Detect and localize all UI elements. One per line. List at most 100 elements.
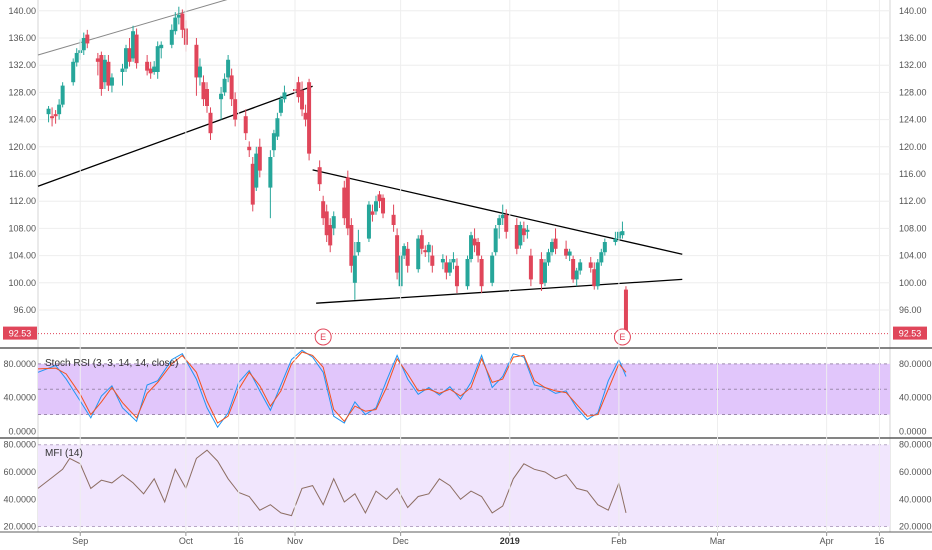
stoch-rsi-title: Stoch RSI (3, 3, 14, 14, close) <box>45 358 178 369</box>
time-tick-label: Oct <box>179 536 194 546</box>
candle-down <box>99 55 104 89</box>
candle-up <box>373 201 378 212</box>
candle-down <box>250 163 255 205</box>
candle-down <box>247 146 252 151</box>
candle-down <box>472 238 477 246</box>
mfi-tick-label-right: 40.0000 <box>899 494 932 504</box>
candle-down <box>85 34 90 44</box>
mfi-band <box>38 444 890 527</box>
candle-up <box>57 104 62 115</box>
candle-down <box>370 211 375 215</box>
stoch-rsi-pane: 80.0000 80.0000 40.0000 40.0000 0.0000 0.0000 <box>3 349 932 436</box>
candle-up <box>447 262 452 273</box>
candle-down <box>553 238 558 249</box>
candle-up <box>71 61 76 83</box>
candle-up <box>176 14 181 18</box>
candle-up <box>599 252 604 263</box>
candle-up <box>426 244 431 253</box>
earnings-marker-label: E <box>320 332 326 342</box>
candle-up <box>366 204 371 239</box>
stoch-series-k <box>37 349 627 429</box>
candle-up <box>268 157 273 188</box>
price-tick-label-left: 100.00 <box>8 278 36 288</box>
candle-up <box>416 238 421 270</box>
price-tick-label-left: 140.00 <box>8 6 36 16</box>
candle-down <box>321 201 326 219</box>
candle-down <box>134 34 139 64</box>
candle-up <box>469 235 474 259</box>
candle-down <box>564 248 569 256</box>
price-tick-label-left: 124.00 <box>8 115 36 125</box>
candle-down <box>300 90 305 110</box>
candle-up <box>602 242 607 253</box>
candle-up <box>109 77 114 86</box>
candle-up <box>275 118 280 137</box>
candle-up <box>525 229 530 232</box>
price-tick-label-left: 116.00 <box>9 169 36 179</box>
candle-up <box>490 255 495 283</box>
candle-down <box>204 89 209 106</box>
candle-up <box>159 44 164 49</box>
candle-up <box>102 59 107 83</box>
candle-down <box>296 82 301 98</box>
price-tick-label-right: 128.00 <box>899 87 927 97</box>
candle-up <box>500 214 505 219</box>
mfi-tick-label-left: 40.0000 <box>3 494 36 504</box>
candle-up <box>124 48 129 69</box>
candle-up <box>155 46 160 72</box>
candle-up <box>465 259 470 287</box>
candle-down <box>454 265 459 287</box>
candle-down <box>391 214 396 225</box>
candle-up <box>440 259 445 263</box>
candle-down <box>521 228 526 236</box>
candle-up <box>574 270 579 280</box>
candle-down <box>145 61 150 71</box>
candle-up <box>222 78 227 93</box>
candle-down <box>539 259 544 285</box>
candle-up <box>620 231 625 236</box>
price-tick-label-left: 108.00 <box>8 223 36 233</box>
last-price-tag-left <box>3 326 37 340</box>
stoch-tick-label-right: 40.0000 <box>899 393 932 403</box>
time-axis: Sep Oct 16 Nov Dec 2019 Feb Mar Apr 16 <box>72 0 884 546</box>
price-tick-label-left: 112.00 <box>9 196 36 206</box>
candle-up <box>546 252 551 263</box>
trendline-upper-channel <box>37 0 228 56</box>
candle-down <box>307 82 312 154</box>
candle-down <box>504 214 509 232</box>
price-tick-label-left: 136.00 <box>8 33 36 43</box>
time-tick-label: 2019 <box>500 536 520 546</box>
candle-down <box>345 177 350 229</box>
candle-up <box>254 153 259 188</box>
candle-down <box>349 225 354 266</box>
candle-down <box>423 250 428 253</box>
price-tick-label-right: 112.00 <box>899 196 926 206</box>
candle-down <box>229 75 234 100</box>
time-tick-label: 16 <box>234 536 244 546</box>
price-tick-label-right: 100.00 <box>899 278 927 288</box>
last-price-tag-right <box>893 326 927 340</box>
price-pane: 140.00 140.00 136.00 136.00 132.00 132.00 128.… <box>0 0 932 533</box>
price-tick-label-right: 108.00 <box>899 223 927 233</box>
stoch-tick-label-left: 0.0000 <box>8 426 36 436</box>
candle-up <box>550 242 555 253</box>
mfi-tick-label-left: 80.0000 <box>3 440 36 450</box>
candle-up <box>219 93 224 100</box>
candle-up <box>120 68 125 72</box>
candle-down <box>243 116 248 134</box>
candle-up <box>352 255 357 283</box>
time-tick-label: Feb <box>611 536 627 546</box>
candle-down <box>95 58 100 62</box>
price-tick-label-right: 132.00 <box>899 60 927 70</box>
candle-down <box>342 187 347 219</box>
price-tick-label-right: 96.00 <box>899 305 922 315</box>
candle-up <box>402 246 407 256</box>
candle-down <box>233 99 238 120</box>
candle-down <box>588 262 593 268</box>
price-tick-label-right: 116.00 <box>899 169 926 179</box>
candle-down <box>395 235 400 273</box>
price-tick-label-left: 104.00 <box>8 251 36 261</box>
candle-down <box>53 114 58 117</box>
candle-up <box>497 218 502 225</box>
